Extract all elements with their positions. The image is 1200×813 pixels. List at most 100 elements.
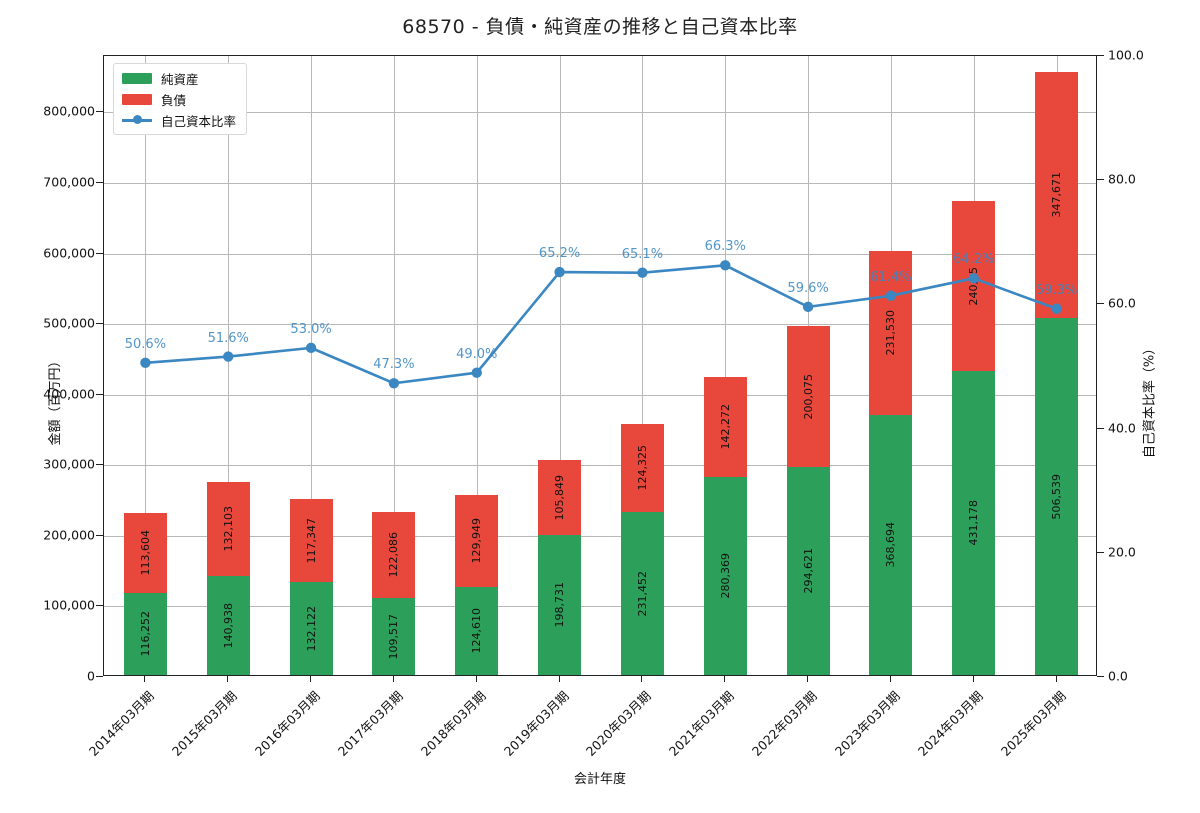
x-tick-mark xyxy=(972,676,974,682)
bar-group[interactable]: 294,621 200,075 xyxy=(786,325,830,675)
bar-segment-debt[interactable]: 231,530 xyxy=(869,251,913,415)
legend-swatch-icon xyxy=(122,93,152,105)
ratio-data-point[interactable] xyxy=(637,267,648,278)
ratio-data-point[interactable] xyxy=(720,260,731,271)
legend-label: 負債 xyxy=(161,92,187,108)
y-axis-label-right: 自己資本比率（%） xyxy=(1142,341,1158,459)
x-tick-mark xyxy=(475,676,477,682)
bar-segment-equity[interactable]: 506,539 xyxy=(1035,317,1079,675)
bar-group[interactable]: 231,452 124,325 xyxy=(620,423,664,675)
bar-segment-equity[interactable]: 280,369 xyxy=(703,477,747,675)
y-tick-mark-left xyxy=(96,534,103,536)
ratio-line-path xyxy=(144,263,1058,385)
x-tick-mark xyxy=(392,676,394,682)
x-tick-mark xyxy=(558,676,560,682)
y-tick-label-right: 100.0 xyxy=(1108,47,1144,63)
legend-label: 自己資本比率 xyxy=(161,113,237,129)
bar-group[interactable]: 116,252 113,604 xyxy=(123,512,167,675)
bar-segment-equity[interactable]: 116,252 xyxy=(123,592,167,675)
bar-segment-debt[interactable]: 105,849 xyxy=(538,460,582,535)
y-tick-mark-left xyxy=(96,323,103,325)
bar-group[interactable]: 132,122 117,347 xyxy=(289,498,333,675)
y-tick-label-right: 80.0 xyxy=(1108,171,1136,187)
bar-segment-equity[interactable]: 132,122 xyxy=(289,581,333,675)
ratio-data-point[interactable] xyxy=(802,301,814,313)
x-tick-mark xyxy=(641,676,643,682)
bar-group[interactable]: 506,539 347,671 xyxy=(1035,72,1079,675)
ratio-data-point[interactable] xyxy=(554,266,565,278)
chart-legend: 純資産負債自己資本比率 xyxy=(113,63,248,135)
ratio-data-point[interactable] xyxy=(305,342,317,354)
bar-group[interactable]: 198,731 105,849 xyxy=(538,460,582,675)
bar-segment-debt[interactable]: 142,272 xyxy=(703,376,747,478)
bar-group[interactable]: 124,610 129,949 xyxy=(455,495,499,675)
bar-segment-equity[interactable]: 294,621 xyxy=(786,467,830,675)
y-tick-mark-left xyxy=(96,252,103,254)
ratio-data-point[interactable] xyxy=(223,351,234,362)
bar-segment-debt[interactable]: 129,949 xyxy=(455,495,499,588)
ratio-value-label: 50.6% xyxy=(124,336,167,352)
y-tick-mark-right xyxy=(1097,179,1104,181)
ratio-value-label: 59.3% xyxy=(1035,282,1078,298)
y-tick-label-left: 400,000 xyxy=(43,386,95,402)
y-tick-mark-left xyxy=(96,464,103,466)
x-tick-mark xyxy=(144,676,146,682)
ratio-data-point[interactable] xyxy=(471,367,482,378)
x-tick-mark xyxy=(310,676,312,682)
ratio-value-label: 51.6% xyxy=(207,330,249,346)
y-tick-label-right: 40.0 xyxy=(1108,420,1136,436)
bar-group[interactable]: 431,178 240,05 xyxy=(952,201,996,675)
y-tick-mark-right xyxy=(1097,55,1104,56)
ratio-value-label: 53.0% xyxy=(290,321,332,337)
bar-segment-debt[interactable]: 124,325 xyxy=(620,423,664,512)
y-tick-mark-left xyxy=(96,605,103,607)
bar-segment-equity[interactable]: 124,610 xyxy=(455,587,499,675)
bar-series-container: 116,252 113,604 140,938 132,103 132,122 117,3… xyxy=(104,56,1096,675)
y-tick-mark-left xyxy=(96,182,103,184)
bar-segment-equity[interactable]: 109,517 xyxy=(372,597,416,675)
ratio-data-point[interactable] xyxy=(885,290,897,301)
bar-segment-equity[interactable]: 368,694 xyxy=(869,414,913,675)
legend-swatch-icon xyxy=(122,72,152,84)
y-tick-label-left: 200,000 xyxy=(43,527,95,543)
y-tick-label-right: 20.0 xyxy=(1108,544,1136,560)
y-tick-mark-right xyxy=(1097,303,1104,305)
ratio-value-label: 66.3% xyxy=(704,239,746,255)
plot-area: 116,252 113,604 140,938 132,103 132,122 117,3… xyxy=(103,55,1097,676)
y-tick-label-left: 700,000 xyxy=(43,174,95,190)
legend-item[interactable]: 自己資本比率 xyxy=(122,112,237,129)
bar-segment-debt[interactable]: 347,671 xyxy=(1035,72,1079,318)
y-tick-label-left: 600,000 xyxy=(43,245,95,261)
ratio-data-point[interactable] xyxy=(140,357,151,368)
ratio-data-point[interactable] xyxy=(968,273,979,284)
y-tick-mark-left xyxy=(96,393,103,395)
bar-segment-equity[interactable]: 140,938 xyxy=(206,575,250,675)
x-tick-mark xyxy=(807,676,809,682)
bar-group[interactable]: 280,369 142,272 xyxy=(703,376,747,675)
bar-segment-equity[interactable]: 198,731 xyxy=(538,534,582,675)
y-tick-label-left: 500,000 xyxy=(43,315,95,331)
legend-item[interactable]: 負債 xyxy=(122,91,236,108)
bar-segment-debt[interactable]: 200,075 xyxy=(786,325,830,468)
y-tick-label-right: 0.0 xyxy=(1108,668,1128,684)
bar-segment-debt[interactable]: 117,347 xyxy=(289,498,333,582)
x-tick-mark xyxy=(724,676,726,682)
bar-group[interactable]: 368,694 231,530 xyxy=(869,251,913,675)
y-tick-label-left: 800,000 xyxy=(43,103,95,119)
bar-group[interactable]: 140,938 132,103 xyxy=(206,482,250,675)
bar-group[interactable]: 109,517 122,086 xyxy=(372,511,416,675)
bar-segment-equity[interactable]: 431,178 xyxy=(952,370,996,675)
bar-segment-debt[interactable]: 240,05 xyxy=(952,201,996,371)
bar-segment-debt[interactable]: 132,103 xyxy=(206,482,250,576)
ratio-value-label: 47.3% xyxy=(373,357,415,373)
bar-segment-debt[interactable]: 113,604 xyxy=(123,512,167,593)
bar-segment-debt[interactable]: 122,086 xyxy=(372,511,416,598)
legend-item[interactable]: 純資産 xyxy=(122,70,236,87)
y-tick-mark-right xyxy=(1097,676,1104,677)
ratio-data-point[interactable] xyxy=(1051,303,1062,314)
x-axis-label: 会計年度 xyxy=(573,772,626,787)
bar-segment-equity[interactable]: 231,452 xyxy=(620,511,664,675)
ratio-data-point[interactable] xyxy=(388,378,400,389)
y-tick-mark-right xyxy=(1097,551,1104,553)
